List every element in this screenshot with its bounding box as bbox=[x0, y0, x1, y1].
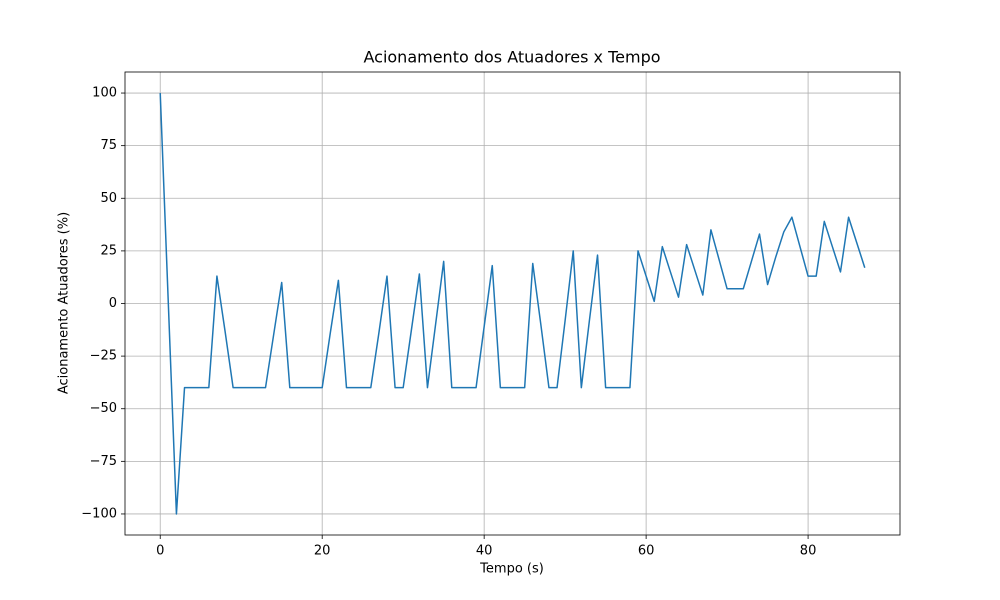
y-tick-label: −100 bbox=[81, 506, 117, 521]
y-axis-label: Acionamento Atuadores (%) bbox=[57, 212, 72, 394]
x-tick-label: 60 bbox=[638, 544, 655, 559]
y-tick-label: −50 bbox=[90, 401, 117, 416]
y-tick-label: 0 bbox=[109, 296, 117, 311]
y-tick-label: −25 bbox=[90, 349, 117, 364]
x-tick-label: 80 bbox=[800, 544, 817, 559]
y-tick-label: 50 bbox=[100, 191, 117, 206]
x-tick-label: 20 bbox=[314, 544, 331, 559]
x-tick-label: 0 bbox=[156, 544, 164, 559]
chart-title: Acionamento dos Atuadores x Tempo bbox=[363, 48, 660, 67]
x-axis-label: Tempo (s) bbox=[479, 562, 544, 577]
y-tick-label: 75 bbox=[100, 138, 117, 153]
x-tick-label: 40 bbox=[476, 544, 493, 559]
y-tick-label: −75 bbox=[90, 454, 117, 469]
y-tick-label: 100 bbox=[92, 86, 117, 101]
plot-frame bbox=[124, 71, 901, 536]
y-tick-label: 25 bbox=[100, 243, 117, 258]
data-line bbox=[159, 93, 866, 515]
